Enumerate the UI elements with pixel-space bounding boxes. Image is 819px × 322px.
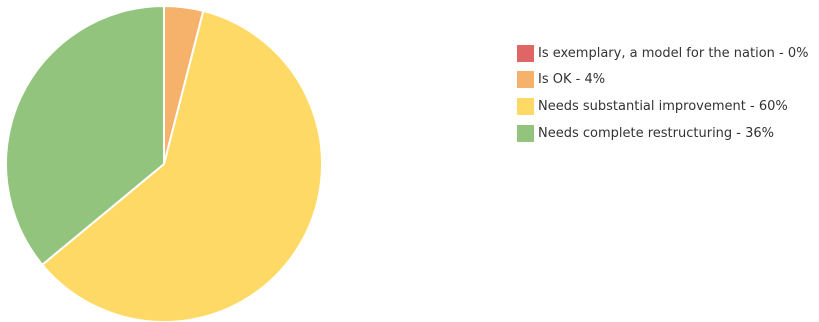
pie-slice (41, 9, 323, 322)
legend: Is exemplary, a model for the nation - 0… (517, 44, 808, 151)
pie-slice (5, 5, 165, 266)
legend-item: Is exemplary, a model for the nation - 0… (517, 44, 808, 62)
pie-chart (5, 5, 323, 322)
legend-label: Is OK - 4% (538, 72, 606, 88)
legend-item: Is OK - 4% (517, 71, 808, 89)
legend-swatch (517, 44, 534, 62)
legend-label: Is exemplary, a model for the nation - 0… (538, 45, 809, 61)
legend-label: Needs complete restructuring - 36% (538, 125, 775, 141)
legend-item: Needs complete restructuring - 36% (517, 124, 808, 142)
legend-swatch (517, 124, 534, 142)
legend-swatch (517, 97, 534, 115)
legend-item: Needs substantial improvement - 60% (517, 97, 808, 115)
legend-label: Needs substantial improvement - 60% (538, 98, 788, 114)
legend-swatch (517, 71, 534, 89)
